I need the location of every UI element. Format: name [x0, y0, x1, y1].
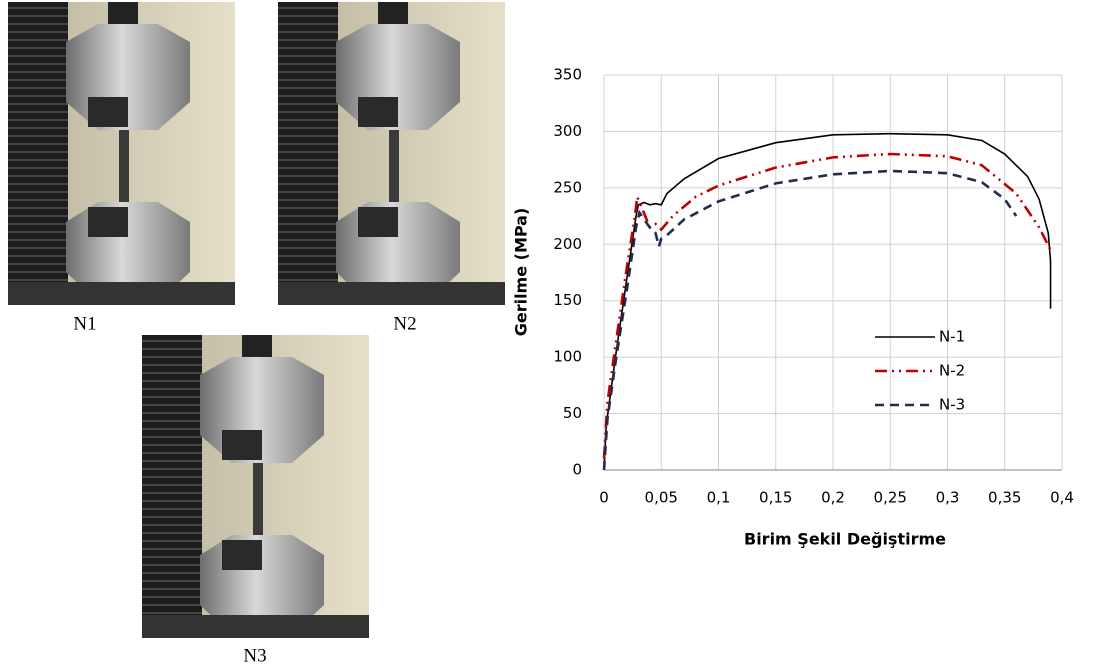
legend-label: N-2: [939, 362, 965, 380]
x-tick-label: 0,2: [821, 489, 845, 507]
data-line: [602, 169, 1018, 471]
legend-label: N-1: [939, 328, 965, 346]
y-tick-label: 300: [553, 122, 582, 140]
x-tick-label: 0,3: [936, 489, 960, 507]
legend-label: N-3: [939, 396, 965, 414]
y-tick-label: 50: [563, 404, 582, 422]
photo-n1: [8, 2, 235, 305]
photo-n2: [278, 2, 505, 305]
x-tick-label: 0,4: [1050, 489, 1074, 507]
x-tick-label: 0,05: [645, 489, 678, 507]
y-tick-label: 250: [553, 178, 582, 196]
caption: N2: [393, 313, 416, 334]
x-tick-label: 0,35: [988, 489, 1021, 507]
y-axis-label: Gerilme (MPa): [512, 208, 531, 337]
y-tick-label: 100: [553, 348, 582, 366]
x-tick-label: 0,15: [759, 489, 792, 507]
y-tick-label: 350: [553, 66, 582, 84]
caption: N3: [243, 645, 266, 666]
y-tick-label: 200: [553, 235, 582, 253]
data-line: [602, 152, 1052, 459]
x-axis-label: Birim Şekil Değiştirme: [744, 530, 946, 549]
x-tick-label: 0: [599, 489, 609, 507]
caption: N1: [73, 313, 96, 334]
x-tick-label: 0,25: [874, 489, 907, 507]
y-tick-label: 150: [553, 291, 582, 309]
y-tick-label: 0: [572, 461, 582, 479]
photo-n3: [142, 335, 369, 638]
x-tick-label: 0,1: [707, 489, 731, 507]
